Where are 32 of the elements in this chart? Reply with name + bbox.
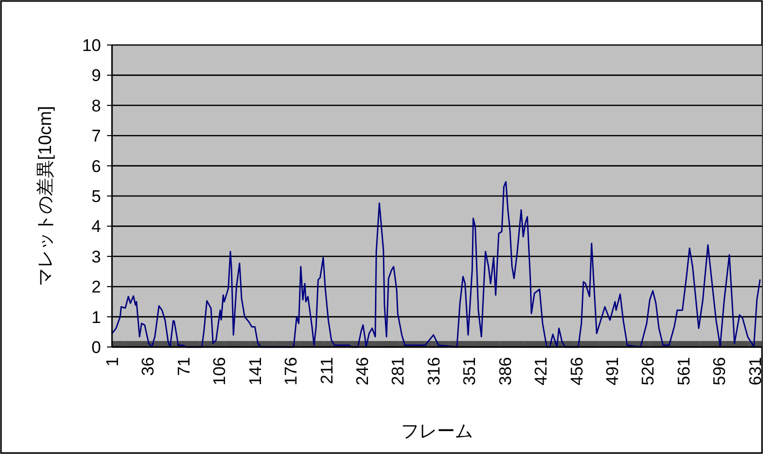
y-tick-label: 9 [92, 66, 101, 86]
y-tick-label: 5 [92, 187, 101, 206]
y-tick-label: 3 [92, 247, 101, 266]
x-tick-label: 141 [246, 357, 265, 386]
x-tick-label: 1 [103, 357, 122, 366]
x-tick-label: 491 [603, 357, 622, 386]
x-tick-label: 596 [710, 357, 730, 386]
x-tick-label: 106 [210, 357, 230, 386]
x-tick-label: 386 [496, 357, 515, 386]
x-tick-label: 526 [638, 357, 658, 386]
y-tick-label: 2 [92, 278, 101, 297]
y-tick-label: 7 [92, 126, 101, 146]
x-axis-title: フレーム [401, 421, 473, 441]
x-tick-label: 211 [317, 357, 336, 384]
x-tick-label: 421 [532, 357, 551, 386]
y-tick-label: 4 [92, 217, 101, 236]
x-tick-label: 456 [567, 357, 586, 386]
y-tick-label: 1 [92, 308, 101, 327]
x-tick-label: 281 [388, 357, 408, 386]
x-tick-label: 176 [282, 357, 301, 386]
y-tick-label: 10 [82, 36, 101, 55]
x-tick-label: 316 [424, 357, 444, 386]
x-tick-label: 71 [174, 357, 194, 376]
x-tick-label: 36 [138, 357, 158, 376]
y-tick-label: 8 [92, 96, 101, 116]
x-tick-label: 246 [353, 357, 372, 386]
x-tick-label: 631 [746, 357, 763, 386]
x-tick-label: 351 [460, 357, 480, 386]
x-tick-label: 561 [674, 357, 694, 386]
y-tick-label: 6 [92, 156, 101, 176]
y-tick-label: 0 [92, 338, 101, 357]
y-axis-title: マレットの差異[10cm] [35, 106, 55, 286]
